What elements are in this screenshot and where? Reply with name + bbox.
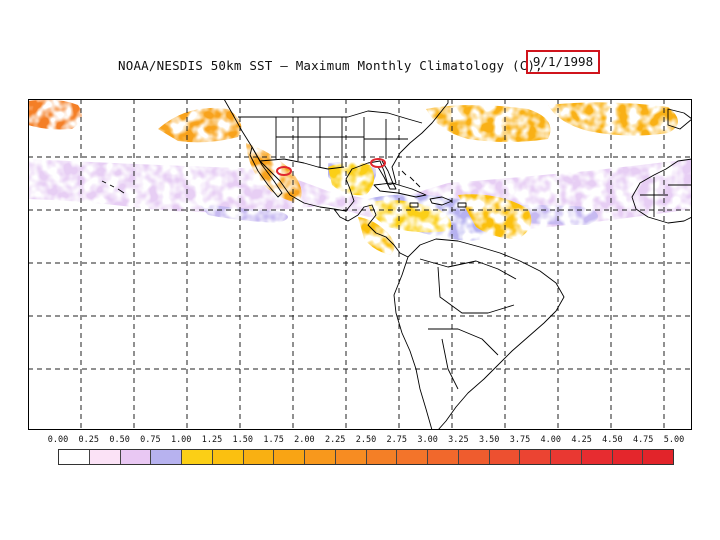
scale-tick-label: 2.50 [355,435,377,445]
puerto-rico-outline [457,202,467,208]
south-america-borders [419,258,517,390]
scale-tick-label: 2.00 [294,435,315,445]
sst-map [28,99,692,430]
scale-tick-label: 2.25 [324,435,346,445]
florida-outline [377,160,397,190]
jamaica-outline [409,202,419,208]
scale-swatch [243,450,275,464]
us-canada-border [238,110,423,124]
us-mexico-border [259,158,345,170]
scale-swatch [397,450,428,464]
cuba-outline [373,182,427,198]
iberia-outline [667,108,692,130]
scale-tick-label: 1.75 [263,435,284,445]
scale-swatch [182,450,213,464]
scale-swatch [458,450,490,464]
scale-swatch [366,450,398,464]
scale-tick-label: 4.00 [540,435,562,445]
lat-lon-grid [28,99,692,430]
scale-swatch [335,450,367,464]
sst-field [28,99,692,255]
africa-borders [640,177,692,217]
sst-patch-caribbean-yellow [368,200,452,233]
title-row: NOAA/NESDIS 50km SST – Maximum Monthly C… [0,50,720,78]
scale-swatch [551,450,582,464]
anomaly-marker-gulf-of-mexico[interactable] [370,158,386,168]
scale-swatch [274,450,305,464]
south-america-outline [393,238,565,430]
scale-swatch [520,450,551,464]
date-box: 9/1/1998 [526,50,600,74]
sst-patch-north-pacific [158,107,242,143]
scale-tick-label: 4.75 [632,435,654,445]
scale-swatch [428,450,459,464]
map-title: NOAA/NESDIS 50km SST – Maximum Monthly C… [118,58,543,73]
scale-tick-label: 1.25 [201,435,223,445]
scale-swatch [59,450,90,464]
coastlines [101,99,692,430]
state-lines [275,117,408,167]
scale-tick-label: 0.75 [140,435,161,445]
color-scale: 0.00 0.25 0.50 0.75 1.00 1.25 1.50 1.75 2.00 2.25… [40,435,690,471]
africa-outline [631,158,692,224]
scale-tick-label: 2.75 [386,435,408,445]
sst-patch-north-atlantic-1 [426,105,551,142]
scale-swatch [305,450,336,464]
anomaly-markers [276,158,386,176]
scale-swatches [58,449,674,465]
scale-tick-label: 3.50 [478,435,500,445]
baja-outline [249,146,283,198]
scale-tick-label: 0.00 [47,435,69,445]
scale-swatch [643,450,673,464]
scale-swatch [581,450,613,464]
sst-patch-central-america [358,217,395,255]
sst-patch-gulf-yellow [328,162,375,196]
scale-tick-label: 1.00 [170,435,192,445]
hispaniola-outline [429,196,453,206]
sst-patch-gulf-of-california [246,143,302,203]
scale-tick-label: 3.25 [448,435,469,445]
sst-patch-northwest-corner [28,99,82,130]
map-frame [28,99,692,430]
sst-patch-east-caribbean-yellow [458,194,532,239]
anomaly-marker-gulf-of-california[interactable] [276,166,292,176]
scale-swatch [612,450,644,464]
scale-swatch [120,450,152,464]
central-america-outline [333,204,409,258]
sst-patch-eastpac-blue [198,203,288,223]
map [28,99,692,430]
scale-swatch [212,450,244,464]
scale-tick-label: 3.75 [509,435,531,445]
scale-tick-label: 0.50 [109,435,130,445]
scale-tick-label: 5.00 [663,435,685,445]
north-america-outline [223,99,449,212]
scale-tick-label: 3.00 [417,435,438,445]
scale-tick-label: 0.25 [78,435,100,445]
scale-swatch [489,450,521,464]
scale-tick-label: 4.50 [602,435,623,445]
sst-patch-north-atlantic-2 [548,102,678,136]
hawaii-outline [101,180,125,194]
scale-swatch [151,450,182,464]
scale-tick-label: 4.25 [571,435,592,445]
scale-tick-label: 1.50 [232,435,254,445]
scale-swatch [89,450,121,464]
bahamas-outline [401,170,421,188]
